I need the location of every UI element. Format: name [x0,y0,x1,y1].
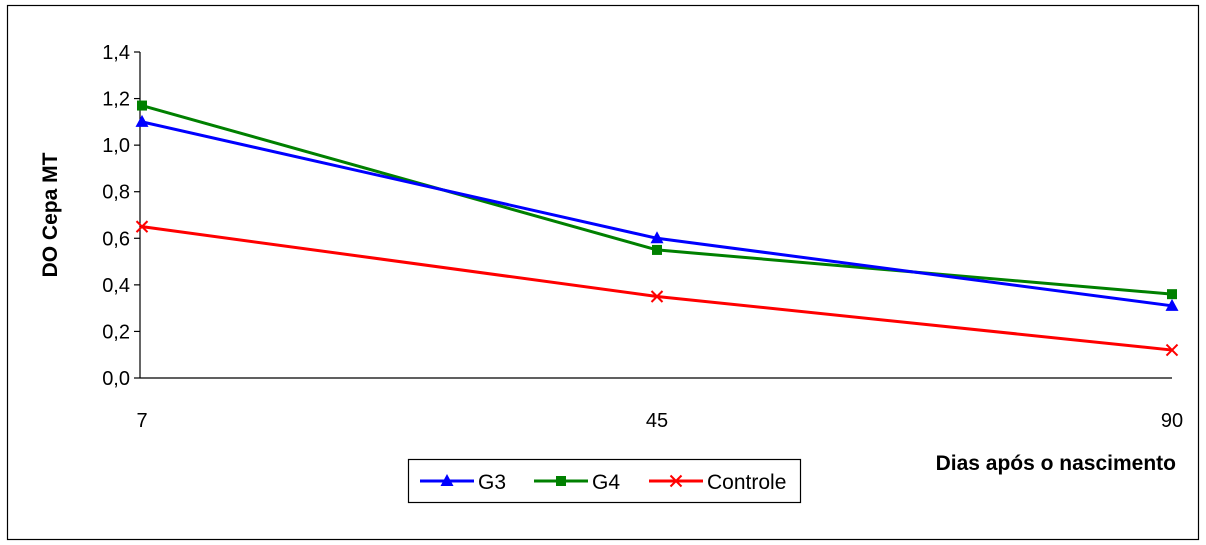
legend-label: G4 [592,471,620,494]
legend-marker-g4 [556,476,566,486]
series-line-g4 [141,104,1173,296]
y-tick-label: 0,8 [102,182,130,204]
x-tick-label: 7 [136,410,147,432]
data-point-controle [135,220,149,233]
data-point-g4 [1167,289,1177,300]
series-controle [135,220,1179,357]
legend-item-g4: G4 [534,471,620,494]
x-tick-label: 45 [646,410,668,432]
legend-label: G3 [478,471,506,494]
series-g3 [135,114,1179,311]
chart-frame [6,4,1200,541]
data-point-controle [1165,343,1179,357]
series-layer [135,100,1179,357]
y-tick-label: 1,0 [102,135,130,157]
data-point-g3 [650,231,664,244]
y-tick-label: 0,2 [102,321,130,343]
y-tick-label: 1,4 [102,42,130,64]
legend: G3 G4 Controle [420,471,786,494]
legend-label: Controle [707,471,786,494]
y-tick-label: 0,0 [102,368,130,390]
data-point-g3 [1165,298,1179,311]
y-axis-ticks: 0,0 0,2 0,4 0,6 0,8 1,0 1,2 1,4 [102,42,140,390]
x-axis-ticks: 7 45 90 [136,410,1183,432]
y-tick-label: 0,6 [102,228,130,250]
legend-item-controle: Controle [649,471,786,494]
data-point-g4 [652,244,662,255]
y-tick-label: 1,2 [102,89,130,111]
legend-marker-controle [669,474,683,488]
legend-item-g3: G3 [420,471,506,494]
x-axis-title: Dias após o nascimento [936,452,1176,475]
series-g4 [137,100,1177,300]
data-point-g3 [135,114,149,127]
y-tick-label: 0,4 [102,275,130,297]
legend-marker-g3 [440,474,454,486]
data-point-controle [650,290,664,303]
x-tick-label: 90 [1161,410,1183,432]
data-point-g4 [137,100,147,111]
y-axis-title: DO Cepa MT [39,152,62,277]
